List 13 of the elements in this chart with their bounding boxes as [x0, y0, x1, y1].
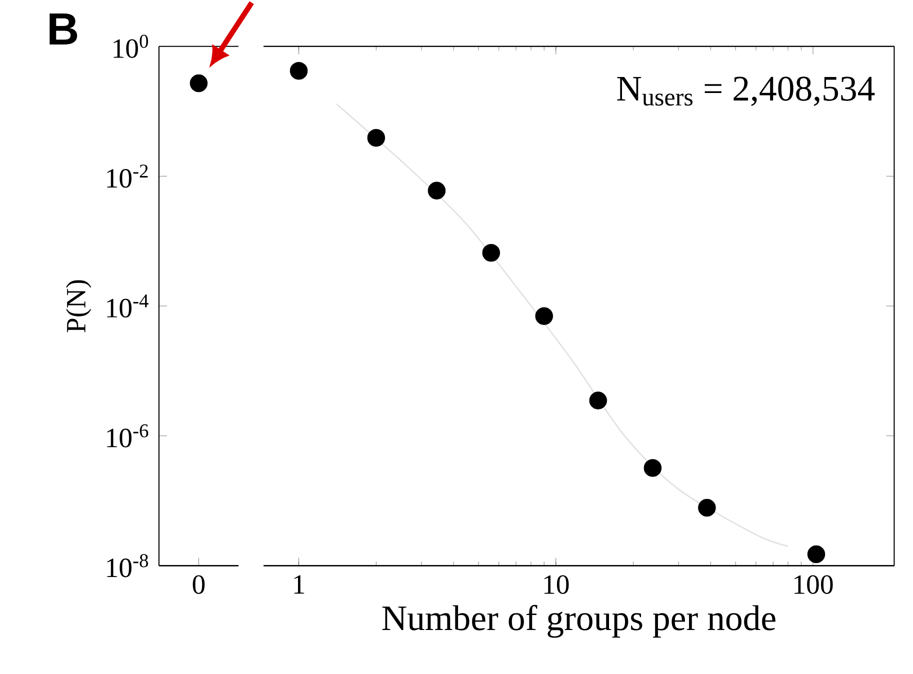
y-tick-label: 10$^{-6}$	[107, 424, 148, 448]
x-tick-label: 1	[294, 575, 304, 594]
x-tick-label: 10	[544, 575, 569, 594]
annotation: N$_{users}$ = 2,408,534	[617, 76, 875, 106]
y-tick-label: 10$^{-8}$	[107, 554, 148, 578]
y-tick-label: 10$^{0}$	[114, 34, 148, 58]
x-tick-label: 0	[192, 575, 205, 594]
y-tick-label: 10$^{-2}$	[107, 164, 148, 188]
x-tick-label: 100	[794, 575, 833, 594]
chart-title: B	[50, 13, 78, 44]
y-axis-title: P(N)	[66, 280, 92, 332]
y-tick-label: 10$^{-4}$	[107, 294, 148, 318]
x-axis-title: Number of groups per node	[382, 604, 776, 638]
